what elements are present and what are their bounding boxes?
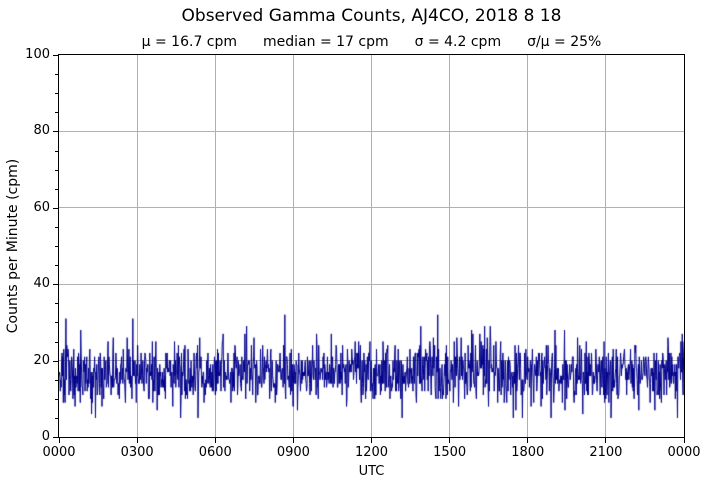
data-series-line	[59, 55, 684, 437]
x-tick-label: 0000	[42, 445, 76, 460]
chart-title: Observed Gamma Counts, AJ4CO, 2018 8 18	[181, 6, 562, 26]
x-tick-mark	[58, 438, 60, 443]
y-tick-label: 60	[33, 199, 50, 215]
x-tick-label: 1800	[511, 445, 545, 460]
y-minor-tick-mark	[55, 303, 58, 305]
y-minor-tick-mark	[55, 398, 58, 400]
y-tick-mark	[53, 360, 58, 362]
y-tick-mark	[53, 437, 58, 438]
x-tick-mark	[292, 438, 294, 443]
y-tick-label: 100	[25, 47, 50, 62]
y-minor-tick-mark	[55, 246, 58, 247]
stat-median: median = 17 cpm	[263, 34, 389, 50]
stat-sigma: σ = 4.2 cpm	[414, 34, 502, 50]
x-tick-mark	[605, 438, 607, 443]
y-minor-tick-mark	[55, 379, 58, 381]
y-tick-mark	[53, 207, 58, 209]
y-tick-mark	[53, 284, 58, 286]
stat-sigma-over-mean: σ/μ = 25%	[527, 34, 602, 50]
y-axis-label: Counts per Minute (cpm)	[5, 158, 21, 334]
x-tick-mark	[449, 438, 451, 443]
stat-mean: μ = 16.7 cpm	[141, 34, 238, 50]
y-tick-mark	[53, 55, 58, 56]
x-tick-label: 0900	[276, 445, 310, 460]
x-tick-label: 0600	[198, 445, 232, 460]
y-minor-tick-mark	[55, 112, 58, 114]
y-minor-tick-mark	[55, 74, 58, 76]
y-minor-tick-mark	[55, 150, 58, 152]
y-minor-tick-mark	[55, 265, 58, 267]
y-tick-label: 80	[33, 123, 50, 139]
x-tick-label: 2100	[589, 445, 623, 460]
plot-area	[58, 54, 685, 438]
y-minor-tick-mark	[55, 226, 58, 228]
x-axis-label: UTC	[358, 464, 385, 479]
x-tick-mark	[527, 438, 529, 443]
y-tick-label: 20	[33, 352, 50, 368]
y-minor-tick-mark	[55, 188, 58, 190]
x-tick-mark	[136, 438, 138, 443]
x-tick-label: 1200	[354, 445, 389, 460]
x-tick-label: 1500	[433, 445, 467, 460]
y-minor-tick-mark	[55, 417, 58, 419]
y-minor-tick-mark	[55, 341, 58, 343]
y-tick-label: 0	[41, 429, 50, 444]
x-tick-label: 0300	[120, 445, 154, 460]
y-minor-tick-mark	[55, 169, 58, 171]
y-minor-tick-mark	[55, 322, 58, 324]
x-tick-mark	[214, 438, 216, 443]
x-tick-label: 0000	[667, 445, 701, 460]
x-tick-mark	[683, 438, 685, 443]
y-minor-tick-mark	[55, 93, 58, 95]
y-tick-label: 40	[33, 276, 50, 292]
chart-stats-subtitle: μ = 16.7 cpm median = 17 cpm σ = 4.2 cpm…	[58, 34, 685, 50]
y-tick-mark	[53, 131, 58, 133]
x-tick-mark	[371, 438, 372, 443]
